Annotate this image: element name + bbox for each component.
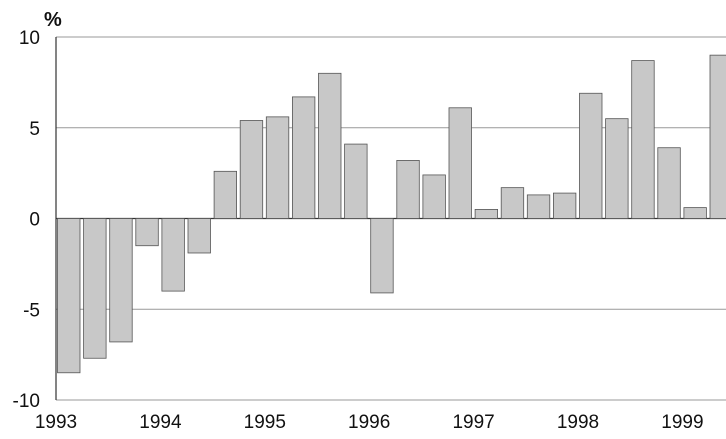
bar [135, 218, 159, 247]
x-tick-label: 1994 [139, 412, 182, 433]
bar [683, 207, 707, 219]
bars [57, 54, 726, 374]
x-tick-label: 1995 [244, 412, 286, 433]
bar [213, 170, 238, 219]
bar [109, 218, 133, 343]
y-tick-label: 0 [29, 210, 40, 231]
y-tick-label: -5 [23, 300, 40, 321]
bar [187, 218, 211, 254]
bar [239, 120, 264, 219]
bar [265, 116, 290, 219]
bar [57, 218, 81, 374]
y-tick-label: -10 [13, 391, 40, 412]
y-tick-labels: 10 5 0 -5 -10 [13, 28, 40, 412]
bar [422, 174, 446, 219]
bar [631, 60, 655, 219]
x-tick-label: 1998 [557, 412, 599, 433]
x-tick-label: 1999 [661, 412, 703, 433]
y-tick-label: 10 [19, 28, 40, 49]
x-tick-label: 1993 [35, 412, 77, 433]
bar [396, 160, 420, 219]
bar [370, 218, 394, 294]
bar [553, 192, 577, 219]
y-axis-unit-label: % [44, 9, 62, 31]
bar [291, 96, 316, 219]
x-tick-label: 1996 [348, 412, 390, 433]
bar [526, 194, 551, 219]
bar [474, 209, 499, 219]
bar [318, 72, 342, 219]
bar [83, 218, 107, 359]
bar [579, 92, 603, 219]
bar [657, 147, 681, 219]
y-tick-label: 5 [29, 119, 40, 140]
bar [344, 143, 368, 219]
x-tick-label: 1997 [452, 412, 494, 433]
x-tick-labels: 1993 1994 1995 1996 1997 1998 1999 [35, 412, 704, 433]
bar [161, 218, 185, 292]
bar [500, 187, 525, 219]
bar [448, 107, 472, 219]
bar [605, 118, 629, 219]
bar [709, 54, 726, 219]
